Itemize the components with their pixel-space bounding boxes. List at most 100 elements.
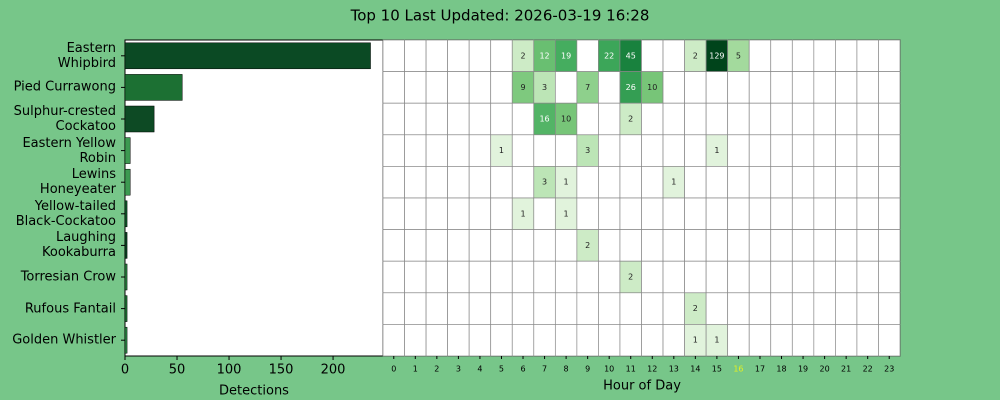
empty-cell bbox=[878, 102, 901, 136]
y-tick-label: Pied Currawong bbox=[13, 79, 116, 95]
x-tick-label: 22 bbox=[863, 365, 873, 374]
empty-cell bbox=[490, 39, 513, 72]
cell-label: 5 bbox=[736, 51, 741, 60]
empty-cell bbox=[856, 166, 879, 199]
empty-cell bbox=[856, 324, 879, 357]
empty-cell bbox=[770, 71, 793, 104]
empty-cell bbox=[705, 71, 729, 104]
empty-cell bbox=[748, 102, 772, 136]
empty-cell bbox=[748, 166, 772, 199]
x-tick-label: 15 bbox=[712, 365, 722, 374]
empty-cell bbox=[791, 71, 815, 104]
empty-cell bbox=[835, 197, 858, 230]
empty-cell bbox=[382, 166, 405, 199]
empty-cell bbox=[813, 39, 836, 72]
empty-cell bbox=[791, 39, 815, 72]
chart-title: Top 10 Last Updated: 2026-03-19 16:28 bbox=[350, 7, 650, 25]
empty-cell bbox=[662, 134, 685, 167]
bar bbox=[124, 263, 128, 291]
x-axis-label: Hour of Day bbox=[603, 379, 681, 394]
empty-cell bbox=[748, 39, 772, 72]
empty-cell bbox=[791, 229, 815, 262]
empty-cell bbox=[447, 260, 470, 294]
x-tick-label: 150 bbox=[269, 363, 294, 378]
empty-cell bbox=[684, 229, 707, 262]
cell-label: 3 bbox=[585, 146, 590, 155]
empty-cell bbox=[533, 324, 556, 357]
bar bbox=[124, 168, 131, 196]
cell-label: 129 bbox=[709, 51, 724, 60]
empty-cell bbox=[641, 166, 664, 199]
empty-cell bbox=[684, 134, 707, 167]
empty-cell bbox=[835, 134, 858, 167]
empty-cell bbox=[641, 197, 664, 230]
bar bbox=[124, 200, 128, 228]
cell-label: 1 bbox=[714, 336, 719, 345]
empty-cell bbox=[425, 166, 448, 199]
cell-label: 1 bbox=[671, 178, 676, 187]
empty-cell bbox=[447, 71, 470, 104]
empty-cell bbox=[791, 102, 815, 136]
empty-cell bbox=[404, 260, 427, 294]
empty-cell bbox=[554, 229, 578, 262]
empty-cell bbox=[727, 197, 750, 230]
empty-cell bbox=[878, 197, 901, 230]
empty-cell bbox=[598, 260, 621, 294]
empty-cell bbox=[684, 71, 707, 104]
bar bbox=[124, 137, 131, 164]
empty-cell bbox=[511, 134, 535, 167]
empty-cell bbox=[425, 260, 448, 294]
empty-cell bbox=[425, 292, 448, 325]
empty-cell bbox=[770, 134, 793, 167]
x-tick-label: 10 bbox=[604, 365, 614, 374]
empty-cell bbox=[878, 166, 901, 199]
empty-cell bbox=[662, 292, 685, 325]
empty-cell bbox=[598, 71, 621, 104]
empty-cell bbox=[748, 229, 772, 262]
empty-cell bbox=[447, 39, 470, 72]
empty-cell bbox=[835, 292, 858, 325]
empty-cell bbox=[813, 71, 836, 104]
empty-cell bbox=[425, 39, 448, 72]
y-tick-label: Yellow-tailed Black-Cockatoo bbox=[15, 198, 116, 229]
empty-cell bbox=[705, 166, 729, 199]
empty-cell bbox=[447, 134, 470, 167]
empty-cell bbox=[576, 197, 599, 230]
empty-cell bbox=[662, 260, 685, 294]
cell-label: 45 bbox=[626, 51, 636, 60]
empty-cell bbox=[684, 102, 707, 136]
empty-cell bbox=[468, 134, 492, 167]
empty-cell bbox=[791, 134, 815, 167]
cell-label: 2 bbox=[628, 273, 633, 282]
empty-cell bbox=[598, 197, 621, 230]
y-tick-label: Lewins Honeyeater bbox=[39, 167, 116, 198]
empty-cell bbox=[770, 229, 793, 262]
empty-cell bbox=[770, 324, 793, 357]
empty-cell bbox=[662, 102, 685, 136]
x-tick-label: 19 bbox=[798, 365, 808, 374]
x-tick-label: 21 bbox=[841, 365, 851, 374]
x-tick-label: 12 bbox=[647, 365, 657, 374]
empty-cell bbox=[641, 102, 664, 136]
empty-cell bbox=[878, 71, 901, 104]
empty-cell bbox=[727, 71, 750, 104]
empty-cell bbox=[813, 292, 836, 325]
empty-cell bbox=[835, 39, 858, 72]
empty-cell bbox=[770, 39, 793, 72]
empty-cell bbox=[835, 71, 858, 104]
empty-cell bbox=[878, 260, 901, 294]
empty-cell bbox=[878, 292, 901, 325]
x-tick-label: 50 bbox=[169, 363, 186, 378]
empty-cell bbox=[382, 260, 405, 294]
empty-cell bbox=[791, 324, 815, 357]
empty-cell bbox=[813, 260, 836, 294]
empty-cell bbox=[554, 71, 578, 104]
empty-cell bbox=[791, 197, 815, 230]
empty-cell bbox=[641, 134, 664, 167]
empty-cell bbox=[770, 166, 793, 199]
cell-label: 10 bbox=[561, 115, 571, 124]
empty-cell bbox=[404, 292, 427, 325]
empty-cell bbox=[684, 166, 707, 199]
empty-cell bbox=[619, 134, 642, 167]
